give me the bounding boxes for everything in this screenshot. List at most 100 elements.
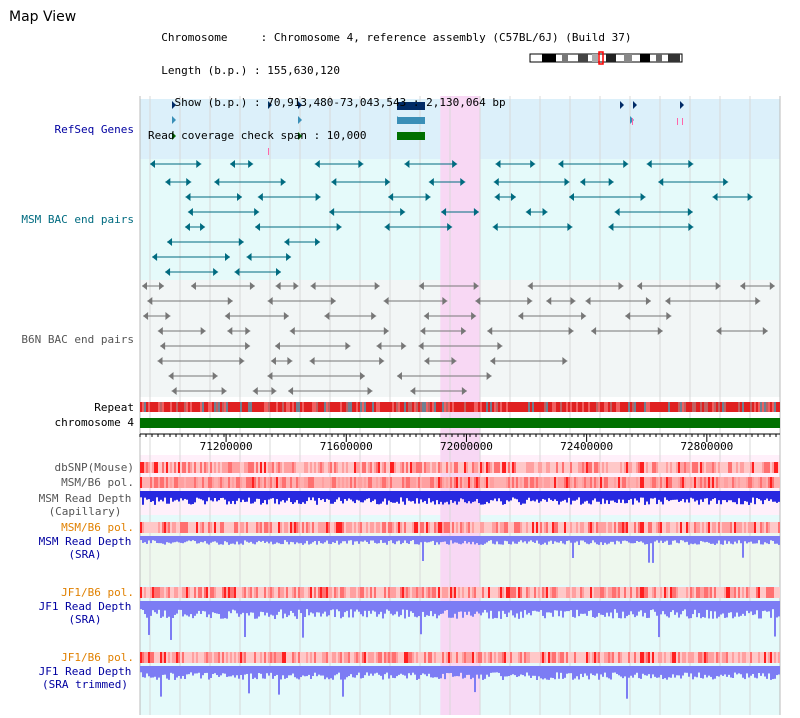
polymorphism-cell — [656, 477, 658, 488]
read-depth-bar — [450, 666, 452, 673]
polymorphism-cell — [410, 462, 412, 473]
read-depth-bar — [426, 666, 428, 677]
read-depth-bar — [146, 491, 148, 500]
read-depth-bar — [454, 601, 456, 614]
repeat-segment — [300, 402, 302, 412]
read-depth-bar — [636, 536, 638, 542]
msm-bac-pair-end — [184, 223, 190, 231]
read-depth-bar — [530, 666, 532, 678]
read-depth-bar — [342, 536, 344, 542]
polymorphism-cell — [748, 522, 750, 533]
polymorphism-cell — [564, 477, 566, 488]
polymorphism-cell — [594, 652, 596, 663]
polymorphism-cell — [536, 477, 538, 488]
read-depth-bar — [494, 491, 496, 499]
polymorphism-cell — [252, 652, 254, 663]
polymorphism-cell — [764, 522, 766, 533]
read-depth-bar — [404, 536, 406, 541]
read-depth-bar — [380, 536, 382, 541]
polymorphism-cell — [366, 522, 368, 533]
read-depth-bar — [270, 536, 272, 542]
polymorphism-cell — [178, 652, 180, 663]
polymorphism-cell — [216, 477, 218, 488]
polymorphism-cell — [718, 587, 720, 598]
polymorphism-cell — [298, 462, 300, 473]
read-depth-bar — [236, 536, 238, 542]
polymorphism-cell — [360, 462, 362, 473]
polymorphism-cell — [552, 477, 554, 488]
repeat-segment — [496, 402, 498, 412]
read-depth-bar — [590, 666, 592, 674]
read-depth-bar — [396, 601, 398, 612]
polymorphism-cell — [176, 652, 178, 663]
polymorphism-cell — [766, 477, 768, 488]
read-depth-bar — [754, 491, 756, 505]
repeat-segment — [302, 402, 304, 412]
read-depth-bar — [688, 666, 690, 677]
read-depth-bar — [530, 536, 532, 541]
polymorphism-cell — [156, 522, 158, 533]
read-depth-bar — [512, 666, 514, 675]
chromosome-ideogram[interactable] — [528, 51, 688, 65]
polymorphism-cell — [578, 652, 580, 663]
polymorphism-cell — [598, 522, 600, 533]
polymorphism-cell — [708, 462, 710, 473]
polymorphism-cell — [412, 587, 414, 598]
jf1-b6-pol-label: JF1/B6 pol. — [61, 586, 134, 599]
read-depth-bar — [234, 666, 236, 678]
polymorphism-cell — [706, 587, 708, 598]
polymorphism-cell — [630, 652, 632, 663]
read-depth-bar — [674, 491, 676, 500]
b6n-bac-pair-end — [497, 342, 503, 350]
repeat-segment — [388, 402, 390, 412]
repeat-segment — [588, 402, 590, 412]
polymorphism-cell — [446, 477, 448, 488]
read-depth-bar — [172, 491, 174, 502]
polymorphism-cell — [354, 587, 356, 598]
read-depth-bar — [630, 536, 632, 544]
polymorphism-cell — [322, 522, 324, 533]
read-depth-bar — [468, 666, 470, 675]
polymorphism-cell — [338, 462, 340, 473]
read-depth-bar — [390, 536, 392, 541]
repeat-segment — [576, 402, 578, 412]
read-depth-bar — [340, 491, 342, 501]
read-depth-bar — [560, 666, 562, 673]
read-depth-bar — [458, 536, 460, 544]
polymorphism-cell — [416, 587, 418, 598]
polymorphism-cell — [556, 462, 558, 473]
polymorphism-cell — [754, 522, 756, 533]
jf1-b6-pol-trimmed-label: JF1/B6 pol. — [61, 651, 134, 664]
b6n-bac-pair-end — [159, 282, 165, 290]
read-depth-bar — [638, 666, 640, 679]
polymorphism-cell — [342, 587, 344, 598]
read-depth-bar — [558, 536, 560, 543]
polymorphism-cell — [718, 462, 720, 473]
polymorphism-cell — [362, 522, 364, 533]
read-depth-bar — [144, 536, 146, 543]
polymorphism-cell — [286, 587, 288, 598]
read-depth-bar — [642, 536, 644, 543]
read-depth-bar — [600, 536, 602, 543]
polymorphism-cell — [682, 477, 684, 488]
polymorphism-cell — [484, 522, 486, 533]
read-depth-bar — [654, 666, 656, 677]
polymorphism-cell — [772, 477, 774, 488]
read-depth-bar — [476, 491, 478, 499]
polymorphism-cell — [398, 587, 400, 598]
polymorphism-cell — [354, 522, 356, 533]
read-depth-bar — [718, 536, 720, 541]
read-depth-bar — [314, 536, 316, 542]
msm-bac-pair-end — [329, 208, 335, 216]
polymorphism-cell — [434, 477, 436, 488]
read-depth-bar — [774, 601, 776, 637]
read-depth-bar — [658, 491, 660, 500]
polymorphism-cell — [374, 652, 376, 663]
polymorphism-cell — [292, 462, 294, 473]
polymorphism-cell — [574, 522, 576, 533]
polymorphism-cell — [590, 587, 592, 598]
polymorphism-cell — [432, 462, 434, 473]
read-depth-bar — [352, 666, 354, 678]
repeat-segment — [464, 402, 466, 412]
repeat-segment — [516, 402, 518, 412]
